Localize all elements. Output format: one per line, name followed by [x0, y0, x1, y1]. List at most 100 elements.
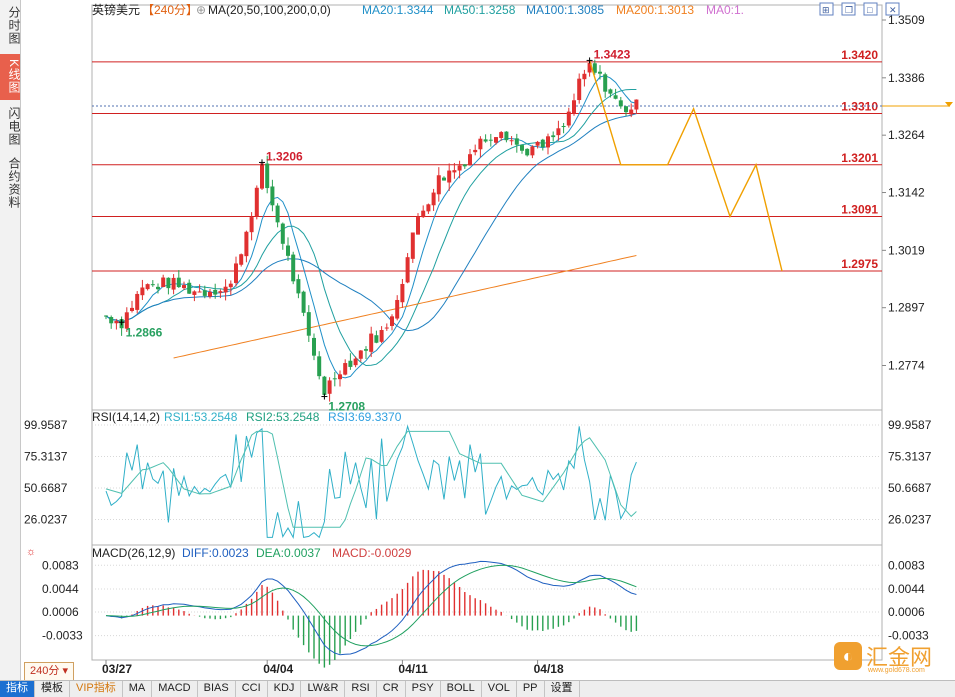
ma100-value: MA100:1.3085 [526, 3, 604, 17]
candle-body [530, 146, 535, 156]
candle-body [540, 139, 545, 148]
candle-body [130, 307, 134, 311]
tab-kline-chart[interactable]: K线图 [0, 54, 21, 100]
candle-body [379, 329, 384, 342]
candle-body [234, 263, 238, 283]
period-label[interactable]: 【240分】 [142, 3, 198, 17]
candle-body [208, 291, 212, 297]
brand-logo-url: www.gold678.com [868, 667, 925, 674]
candle-body [358, 350, 363, 359]
brand-logo-text: 汇金网 [866, 645, 933, 670]
candle-body [156, 286, 160, 290]
candle-body [603, 74, 608, 92]
macd-tick-label-right: -0.0033 [888, 629, 929, 643]
price-tick-label: 1.3509 [888, 13, 925, 27]
tab-indicators[interactable]: 指标 [0, 681, 35, 697]
tab-psy[interactable]: PSY [406, 681, 441, 697]
svg-text:□: □ [867, 5, 873, 15]
tab-rsi[interactable]: RSI [345, 681, 377, 697]
forecast-path [588, 60, 783, 272]
price-tick-label: 1.3142 [888, 186, 925, 200]
window-controls: ⊞ ❐ □ ✕ [819, 2, 900, 16]
candle-body [270, 186, 275, 206]
settings-icon[interactable]: ⊕ [196, 3, 206, 17]
rsi1-value: RSI1:53.2548 [164, 410, 238, 424]
macd-tick-label-right: 0.0083 [888, 558, 925, 572]
candle-body [613, 95, 618, 99]
candle-body [353, 358, 358, 366]
tab-vip-indicators[interactable]: VIP指标 [70, 681, 123, 697]
candle-body [332, 378, 337, 380]
rsi-panel: 99.9587 99.9587 75.3137 75.3137 50.6687 50.66… [24, 418, 932, 539]
period-selector[interactable]: 240分 ▾ [24, 662, 74, 681]
layout-icon[interactable] [819, 2, 834, 16]
restore-icon[interactable] [841, 2, 856, 16]
candle-body [104, 315, 108, 317]
price-axis: 1.3509 1.3386 1.3264 1.3142 1.3019 1.2897 1.27… [882, 13, 925, 373]
tab-time-chart[interactable]: 分时图 [7, 5, 21, 45]
candle-body [478, 138, 483, 150]
tab-macd[interactable]: MACD [152, 681, 198, 697]
candle-body [483, 139, 488, 142]
macd-tick-label-left: 0.0044 [42, 582, 79, 596]
price-annotation-label: 1.2708 [328, 400, 365, 414]
tab-contract-info[interactable]: 合约资料 [7, 157, 21, 209]
tab-settings[interactable]: 设置 [545, 681, 580, 697]
candle-body [618, 100, 623, 107]
candle-body [374, 335, 379, 343]
candle-body [140, 287, 145, 296]
price-annotation-label: 1.2866 [126, 325, 163, 339]
forecast-line [588, 60, 783, 272]
tab-flash-chart[interactable]: 闪电图 [7, 106, 21, 146]
brand-logo-icon: ◐ [834, 642, 862, 670]
candle-body [624, 106, 628, 113]
candle-body [395, 299, 400, 319]
maximize-icon[interactable] [863, 2, 878, 16]
level-label: 1.3420 [841, 48, 878, 62]
rsi3-line [105, 430, 637, 528]
candle-body [322, 376, 327, 395]
candle-body [410, 232, 415, 259]
candle-body [405, 257, 410, 283]
tab-boll[interactable]: BOLL [441, 681, 482, 697]
rsi-label: RSI(14,14,2) [92, 410, 160, 424]
tab-ma[interactable]: MA [123, 681, 153, 697]
candle-body [629, 109, 634, 115]
candle-body [260, 163, 264, 189]
sun-icon[interactable]: ☼ [26, 546, 36, 558]
candle-body [436, 175, 441, 195]
ma100-line [105, 113, 637, 332]
close-icon[interactable] [885, 2, 900, 16]
candle-body [197, 291, 202, 293]
rsi-tick-label-right: 99.9587 [888, 418, 932, 432]
tab-cci[interactable]: CCI [236, 681, 268, 697]
candle-body [176, 277, 181, 288]
tab-vol[interactable]: VOL [482, 681, 517, 697]
tab-lwr[interactable]: LW&R [301, 681, 346, 697]
candle-body [187, 282, 192, 294]
candle-body [114, 320, 119, 324]
candle-body [150, 284, 155, 286]
date-tick-label: 04/18 [534, 662, 564, 676]
candle-body [572, 100, 576, 114]
candle-body [473, 149, 478, 153]
price-tick-label: 1.2774 [888, 359, 925, 373]
macd-macd-value: MACD:-0.0029 [332, 546, 412, 560]
tab-template[interactable]: 模板 [35, 681, 70, 697]
level-label: 1.3201 [841, 151, 878, 165]
candle-body [124, 312, 129, 329]
tab-kdj[interactable]: KDJ [268, 681, 302, 697]
candle-body [577, 78, 582, 101]
tab-cr[interactable]: CR [377, 681, 406, 697]
candle-body [343, 363, 348, 375]
candle-body [520, 145, 524, 151]
candle-body [280, 223, 285, 244]
tab-pp[interactable]: PP [517, 681, 545, 697]
candle-body [525, 148, 530, 156]
tab-bias[interactable]: BIAS [198, 681, 236, 697]
candle-body [494, 137, 498, 143]
price-tick-label: 1.3386 [888, 71, 925, 85]
candle-body [488, 139, 493, 141]
macd-diff-value: DIFF:0.0023 [182, 546, 249, 560]
candle-body [587, 63, 592, 73]
